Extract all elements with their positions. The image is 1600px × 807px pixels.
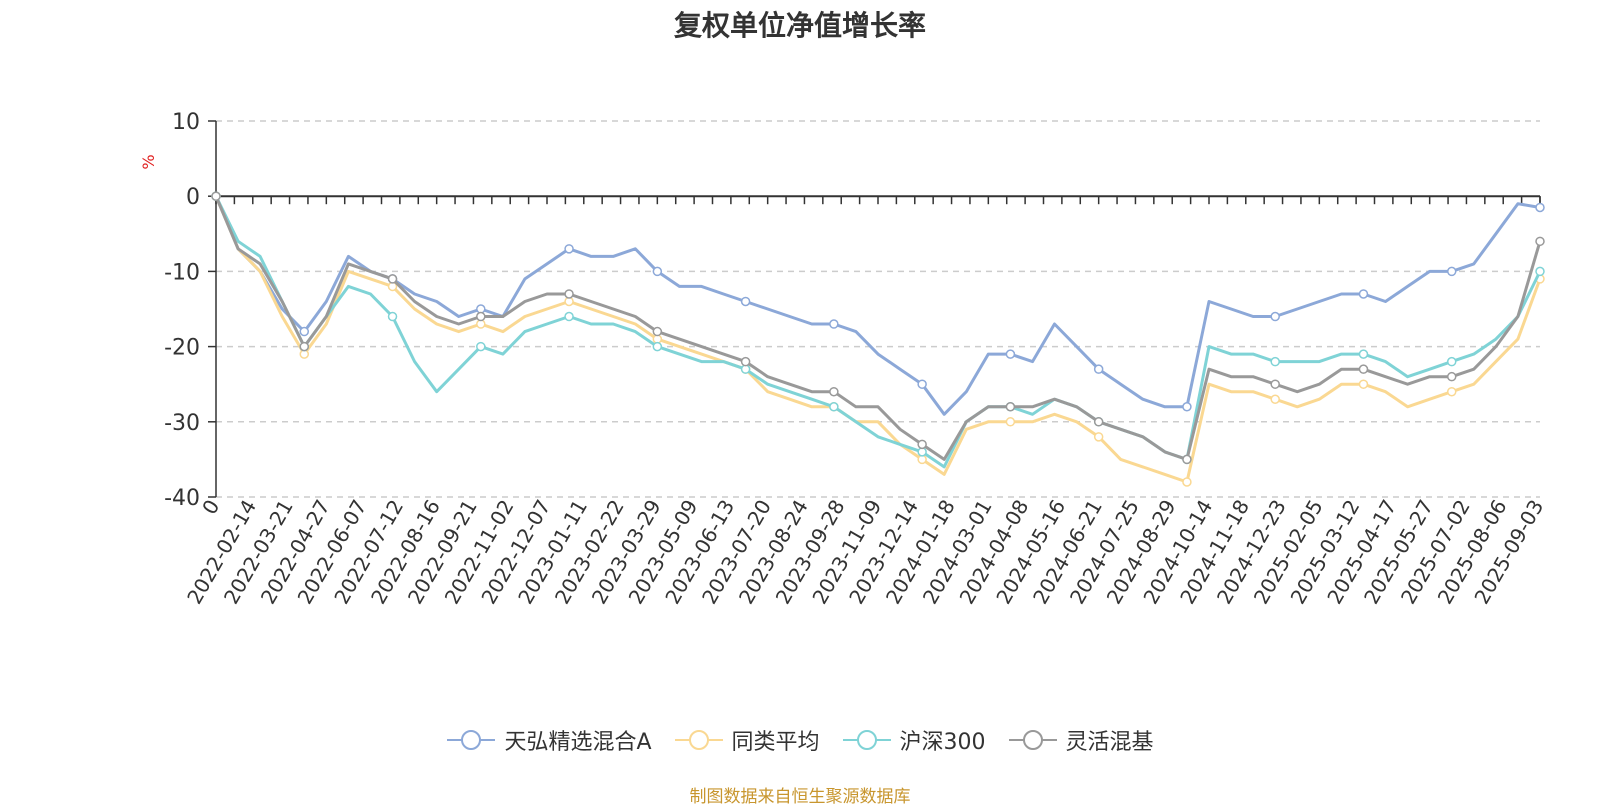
chart-title: 复权单位净值增长率 xyxy=(673,9,926,42)
axis-labels: 100-10-20-30-40%02022-02-142022-03-21202… xyxy=(139,110,1548,608)
data-point xyxy=(652,266,663,277)
data-point xyxy=(476,341,486,352)
data-point xyxy=(211,191,221,201)
data-point xyxy=(1093,432,1104,442)
series-line xyxy=(214,195,1542,484)
data-point xyxy=(1358,349,1369,359)
y-tick-label: -30 xyxy=(164,411,200,436)
data-point xyxy=(1093,364,1104,374)
data-point xyxy=(564,289,574,299)
legend-item[interactable]: 同类平均 xyxy=(674,724,820,756)
data-point xyxy=(829,386,839,397)
y-axis-unit-label: % xyxy=(139,154,158,169)
y-tick-label: 10 xyxy=(172,110,200,135)
legend-label: 灵活混基 xyxy=(1065,730,1154,755)
data-point xyxy=(652,341,663,352)
data-point xyxy=(1358,379,1369,389)
legend-item[interactable]: 沪深300 xyxy=(842,724,986,756)
legend-label: 天弘精选混合A xyxy=(504,730,652,755)
data-point xyxy=(1358,364,1369,374)
data-point xyxy=(917,379,927,389)
data-point xyxy=(1270,311,1280,322)
data-point xyxy=(1446,356,1457,367)
data-point xyxy=(1270,356,1280,367)
legend-item[interactable]: 灵活混基 xyxy=(1008,724,1154,756)
legend-item[interactable]: 天弘精选混合A xyxy=(446,724,652,756)
series-line xyxy=(214,195,1542,469)
data-point xyxy=(740,356,751,367)
data-point xyxy=(1358,289,1369,299)
data-point xyxy=(1535,266,1545,277)
data-point xyxy=(387,311,398,322)
legend-marker-icon xyxy=(447,730,496,750)
series-lines xyxy=(211,191,1545,487)
data-point xyxy=(1270,379,1280,389)
data-point xyxy=(829,319,839,329)
data-point xyxy=(1093,417,1104,427)
legend-label: 同类平均 xyxy=(731,730,820,755)
legend: 天弘精选混合A 同类平均 沪深300 灵活混基 xyxy=(0,724,1600,756)
data-point xyxy=(740,296,751,307)
legend-label: 沪深300 xyxy=(899,730,986,755)
data-point xyxy=(1535,202,1545,213)
data-point xyxy=(1005,349,1016,359)
data-point xyxy=(1005,417,1016,427)
y-tick-label: -20 xyxy=(164,336,200,361)
axes xyxy=(208,120,1541,498)
data-point xyxy=(564,311,574,322)
data-point xyxy=(652,326,663,337)
data-point xyxy=(1182,477,1192,487)
data-point xyxy=(299,326,310,337)
data-point xyxy=(917,439,927,450)
legend-marker-icon xyxy=(1008,730,1057,750)
data-point xyxy=(829,402,839,412)
data-point xyxy=(1446,386,1457,397)
data-point xyxy=(387,274,398,284)
data-point xyxy=(1005,402,1016,412)
y-tick-label: -10 xyxy=(164,260,200,285)
data-point xyxy=(476,311,486,322)
data-point xyxy=(1182,402,1192,412)
y-tick-label: 0 xyxy=(186,185,200,210)
data-point xyxy=(1182,454,1192,465)
data-point xyxy=(1535,236,1545,247)
y-tick-label: -40 xyxy=(164,486,200,511)
data-point xyxy=(299,341,310,352)
legend-marker-icon xyxy=(842,730,891,750)
data-point xyxy=(1446,371,1457,382)
data-point xyxy=(564,244,574,254)
source-note: 制图数据来自恒生聚源数据库 xyxy=(689,787,911,807)
legend-marker-icon xyxy=(674,730,723,750)
series-line xyxy=(214,195,1541,416)
x-tick-label: 0 xyxy=(197,496,224,519)
series-line xyxy=(214,195,1542,461)
data-point xyxy=(1446,266,1457,277)
data-point xyxy=(1270,394,1280,404)
